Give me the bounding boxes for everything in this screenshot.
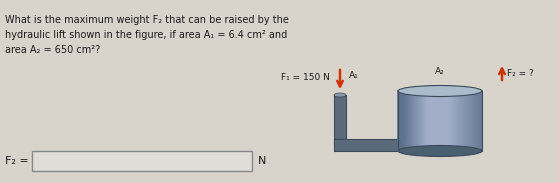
Text: F₂ = ?: F₂ = ? [507,68,534,77]
Text: area A₂ = 650 cm²?: area A₂ = 650 cm²? [5,45,100,55]
Text: N: N [258,156,267,166]
Text: A₁: A₁ [349,70,359,79]
Text: F₁ = 150 N: F₁ = 150 N [281,72,330,81]
Text: F₂ =: F₂ = [5,156,29,166]
Bar [398,91,482,151]
Ellipse shape [398,145,482,156]
Text: What is the maximum weight F₂ that can be raised by the: What is the maximum weight F₂ that can b… [5,15,289,25]
Ellipse shape [334,93,346,97]
Text: A₂: A₂ [435,66,445,76]
Polygon shape [334,95,346,145]
FancyBboxPatch shape [32,151,252,171]
Polygon shape [334,139,400,151]
Text: hydraulic lift shown in the figure, if area A₁ = 6.4 cm² and: hydraulic lift shown in the figure, if a… [5,30,287,40]
Ellipse shape [398,85,482,96]
